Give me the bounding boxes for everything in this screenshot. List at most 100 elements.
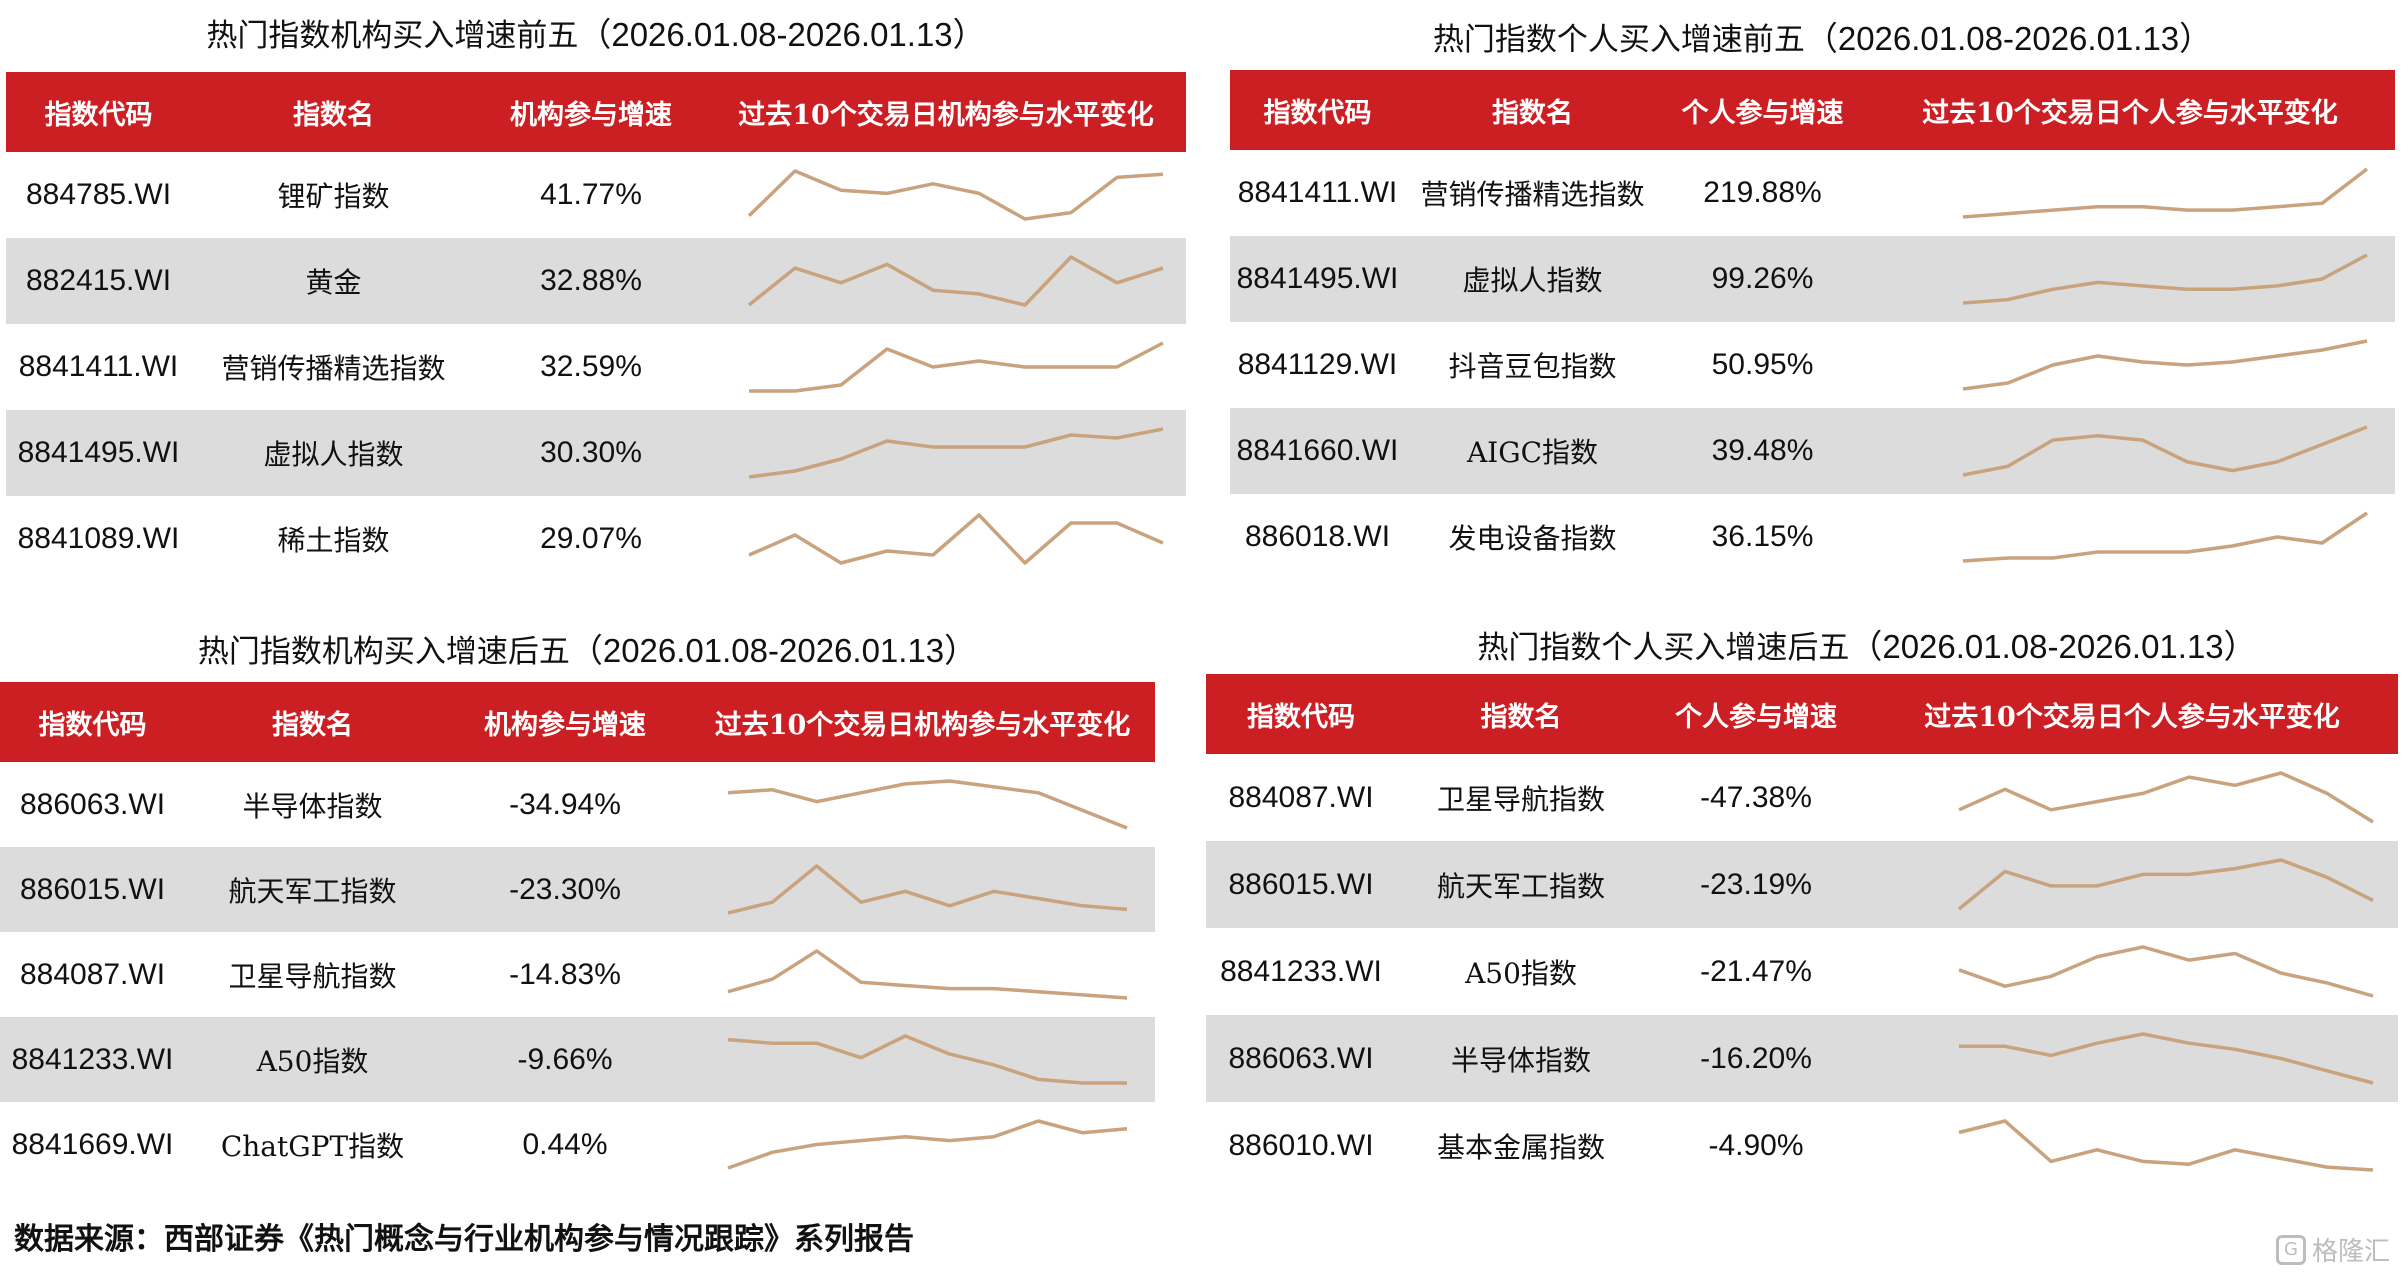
table-row: 8841089.WI 稀土指数 29.07% (6, 496, 1186, 582)
sparkline-series (748, 427, 1164, 479)
sparkline-series (1962, 167, 2369, 219)
index-code: 884785.WI (25, 178, 172, 211)
index-code: 8841495.WI (17, 436, 180, 469)
data-source-note: 数据来源：西部证券《热门概念与行业机构参与情况跟踪》系列报告 (14, 1222, 914, 1257)
panel-ind-top5: 热门指数个人买入增速前五（2026.01.08-2026.01.13） 指数代码… (1230, 0, 2395, 580)
index-code: 8841233.WI (1220, 954, 1382, 988)
growth-value: -14.83% (509, 957, 621, 991)
growth-value: 36.15% (1711, 520, 1814, 553)
sparkline (727, 864, 1128, 915)
sparkline-cell (1865, 408, 2395, 494)
index-code: 8841660.WI (1236, 434, 1399, 467)
growth-value: -23.30% (509, 872, 621, 906)
table-row: 884087.WI 卫星导航指数 -14.83% (0, 932, 1155, 1017)
index-name: 营销传播精选指数 (1420, 178, 1645, 211)
table-row: 8841233.WI A50指数 -9.66% (0, 1017, 1155, 1102)
header-trend: 过去10个交易日机构参与水平变化 (738, 99, 1154, 131)
index-name: 发电设备指数 (1448, 522, 1617, 555)
index-code: 8841411.WI (18, 350, 179, 383)
table-row: 8841495.WI 虚拟人指数 99.26% (1230, 236, 2395, 322)
table-row: 884785.WI 锂矿指数 41.77% (6, 152, 1186, 238)
index-name: 卫星导航指数 (228, 959, 397, 993)
sparkline-series (749, 341, 1164, 393)
index-name: 航天军工指数 (228, 874, 397, 908)
header-code: 指数代码 (1263, 97, 1372, 129)
sparkline-series (727, 1034, 1127, 1085)
table-row: 8841129.WI 抖音豆包指数 50.95% (1230, 322, 2395, 408)
index-code: 8841669.WI (11, 1127, 174, 1161)
index-code: 882415.WI (25, 264, 172, 297)
header-growth: 机构参与增速 (510, 99, 672, 131)
sparkline-cell (690, 847, 1155, 932)
sparkline (1957, 858, 2374, 911)
growth-value: -47.38% (1700, 780, 1812, 814)
table-row: 8841411.WI 营销传播精选指数 219.88% (1230, 150, 2395, 236)
index-name: 卫星导航指数 (1436, 782, 1605, 816)
header-name: 指数名 (293, 99, 374, 131)
growth-value: -4.90% (1708, 1128, 1804, 1162)
sparkline (1962, 425, 2368, 477)
index-name: 半导体指数 (1450, 1043, 1591, 1077)
sparkline-cell (1865, 322, 2395, 408)
table-row: 886015.WI 航天军工指数 -23.30% (0, 847, 1155, 932)
sparkline-series (1962, 339, 2368, 391)
sparkline-series (1958, 771, 2374, 824)
sparkline (1962, 167, 2369, 219)
sparkline (748, 513, 1164, 565)
table-header: 指数代码 指数名 机构参与增速 过去10个交易日机构参与水平变化 (0, 682, 1155, 762)
header-trend: 过去10个交易日个人参与水平变化 (1924, 701, 2340, 733)
sparkline-series (727, 864, 1128, 915)
index-code: 8841129.WI (1237, 348, 1398, 381)
index-code: 886018.WI (1244, 520, 1391, 553)
index-name: 黄金 (305, 266, 362, 299)
sparkline (748, 427, 1164, 479)
sparkline (727, 949, 1128, 1000)
sparkline (747, 169, 1164, 221)
table-header: 指数代码 指数名 个人参与增速 过去10个交易日个人参与水平变化 (1206, 674, 2398, 754)
index-code: 884087.WI (19, 957, 166, 991)
sparkline-series (1959, 1032, 2374, 1085)
table-header: 指数代码 指数名 机构参与增速 过去10个交易日机构参与水平变化 (6, 72, 1186, 152)
sparkline-cell (1866, 928, 2398, 1015)
table-row: 8841411.WI 营销传播精选指数 32.59% (6, 324, 1186, 410)
growth-value: -21.47% (1700, 954, 1812, 988)
header-name: 指数名 (272, 709, 353, 741)
sparkline-cell (1866, 841, 2398, 928)
index-code: 886063.WI (19, 787, 166, 821)
header-growth: 个人参与增速 (1675, 701, 1837, 733)
table-row: 884087.WI 卫星导航指数 -47.38% (1206, 754, 2398, 841)
watermark-text: 格隆汇 (2311, 1237, 2390, 1267)
sparkline (727, 1034, 1127, 1085)
header-trend: 过去10个交易日机构参与水平变化 (714, 709, 1131, 741)
table-row: 8841660.WI AIGC指数 39.48% (1230, 408, 2395, 494)
sparkline-cell (690, 762, 1155, 847)
index-code: 886015.WI (19, 872, 166, 906)
watermark: G 格隆汇 (2275, 1231, 2390, 1268)
panel-title: 热门指数个人买入增速前五（2026.01.08-2026.01.13） (1432, 20, 2213, 58)
growth-value: 41.77% (540, 178, 642, 211)
growth-value: -9.66% (517, 1042, 613, 1076)
sparkline (1962, 253, 2368, 305)
watermark-logo-icon: G (2275, 1234, 2306, 1265)
index-code: 886010.WI (1228, 1128, 1374, 1162)
sparkline-cell (706, 410, 1186, 496)
growth-value: 50.95% (1711, 348, 1814, 381)
header-name: 指数名 (1492, 97, 1573, 129)
sparkline (1958, 945, 2374, 998)
growth-value: 39.48% (1711, 434, 1814, 467)
sparkline (749, 341, 1164, 393)
index-code: 886015.WI (1228, 867, 1374, 901)
index-name: 基本金属指数 (1436, 1130, 1605, 1164)
index-code: 8841233.WI (11, 1042, 174, 1076)
panel-title: 热门指数个人买入增速后五（2026.01.08-2026.01.13） (1477, 628, 2257, 666)
sparkline-cell (706, 152, 1186, 238)
sparkline-cell (1866, 754, 2398, 841)
sparkline-cell (690, 1102, 1155, 1187)
sparkline (1958, 771, 2374, 824)
index-code: 8841089.WI (17, 522, 180, 555)
table-row: 882415.WI 黄金 32.88% (6, 238, 1186, 324)
index-name: AIGC指数 (1466, 436, 1599, 469)
index-name: A50指数 (256, 1044, 369, 1078)
sparkline-series (748, 513, 1164, 565)
index-name: 稀土指数 (277, 524, 390, 557)
